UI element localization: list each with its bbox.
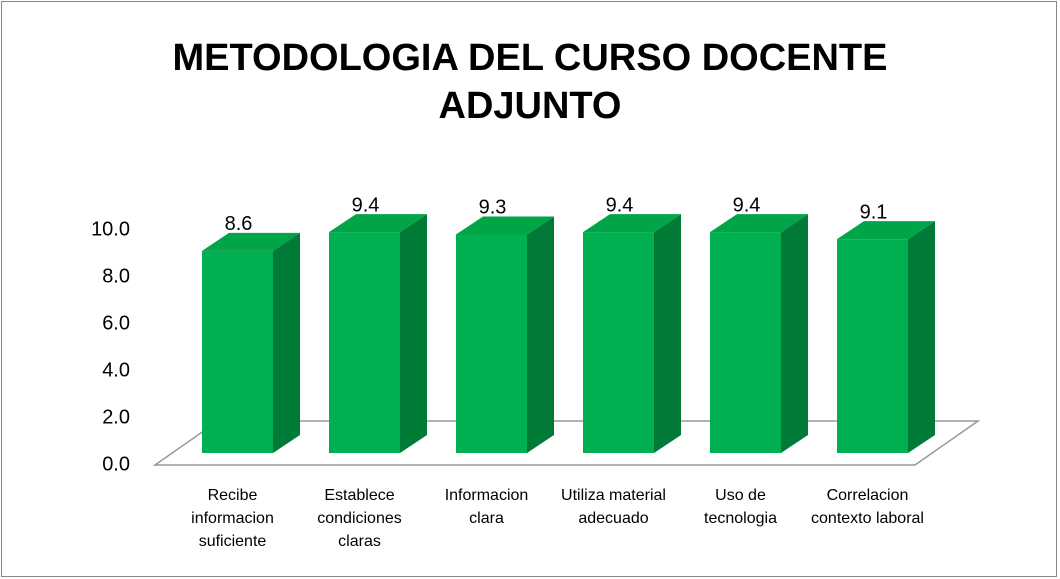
x-tick-label: Uso de tecnologia	[704, 487, 777, 527]
data-label: 9.3	[479, 197, 507, 219]
x-tick-label: Correlacion contexto laboral	[811, 487, 924, 527]
bar-side	[527, 216, 554, 453]
bar-top	[329, 214, 427, 233]
bar-side	[400, 214, 427, 453]
y-tick-label: 2.0	[102, 406, 130, 428]
y-tick-label: 0.0	[102, 453, 130, 475]
bar	[456, 234, 527, 453]
data-label: 9.4	[733, 194, 761, 216]
bar-side	[273, 232, 300, 453]
y-tick-label: 4.0	[102, 359, 130, 381]
y-tick-label: 6.0	[102, 312, 130, 334]
bar	[710, 232, 781, 453]
x-tick-label: Utiliza material adecuado	[561, 487, 666, 527]
chart-title: METODOLOGIA DEL CURSO DOCENTE ADJUNTO	[172, 37, 888, 127]
bar-top	[837, 221, 935, 240]
bar-top	[710, 214, 808, 233]
x-tick-label: Informacion clara	[444, 487, 529, 527]
bar-side	[654, 214, 681, 453]
bar-side	[908, 221, 935, 453]
y-tick-label: 10.0	[91, 218, 130, 240]
data-label: 9.4	[352, 194, 380, 216]
bar	[329, 232, 400, 453]
data-label: 9.1	[860, 201, 888, 223]
data-label: 8.6	[225, 213, 253, 235]
x-tick-label: Establece condiciones claras	[317, 487, 402, 550]
bar-side	[781, 214, 808, 453]
y-tick-label: 8.0	[102, 265, 130, 287]
bar	[837, 239, 908, 453]
x-tick-label: Recibe informacion suficiente	[191, 487, 274, 550]
data-label: 9.4	[606, 194, 634, 216]
bar	[583, 232, 654, 453]
bar-top	[202, 232, 300, 251]
bar	[202, 250, 273, 453]
bar-top	[583, 214, 681, 233]
bar-top	[456, 216, 554, 235]
